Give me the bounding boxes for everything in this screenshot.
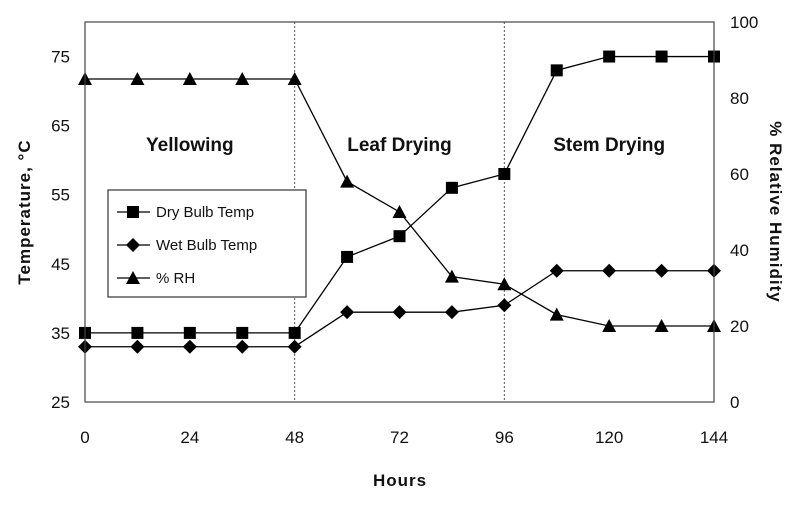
diamond-marker (126, 238, 140, 252)
x-tick-label: 72 (390, 428, 409, 447)
x-axis-title: Hours (373, 471, 427, 490)
phase-label: Stem Drying (553, 135, 665, 156)
square-marker (236, 326, 249, 339)
square-marker (127, 206, 139, 218)
y-left-tick-label: 55 (51, 186, 70, 205)
phase-label: Leaf Drying (347, 135, 452, 156)
triangle-marker (130, 72, 145, 85)
square-marker (445, 181, 458, 194)
legend-label: % RH (156, 270, 195, 287)
x-tick-label: 120 (595, 428, 623, 447)
square-marker (288, 326, 301, 339)
legend-item: Dry Bulb Temp (117, 204, 254, 221)
legend: Dry Bulb Temp Wet Bulb Temp % RH (107, 189, 307, 298)
y-right-tick-label: 80 (730, 89, 749, 108)
diamond-marker (444, 305, 459, 320)
series-dry-bulb-temp (79, 50, 720, 339)
y-axis-left-title: Temperature, °C (15, 139, 34, 284)
legend-item: % RH (117, 270, 195, 287)
y-left-tick-label: 35 (51, 324, 70, 343)
square-marker (603, 50, 616, 63)
diamond-marker (549, 263, 564, 278)
x-tick-label: 24 (180, 428, 199, 447)
diamond-marker (602, 263, 617, 278)
square-marker (550, 64, 563, 77)
y-right-tick-label: 40 (730, 241, 749, 260)
y-right-tick-label: 20 (730, 317, 749, 336)
square-marker (655, 50, 668, 63)
legend-label: Wet Bulb Temp (156, 237, 257, 254)
diamond-marker (182, 339, 197, 354)
x-tick-label: 96 (495, 428, 514, 447)
diamond-marker (287, 339, 302, 354)
x-tick-label: 48 (285, 428, 304, 447)
y-right-tick-label: 60 (730, 165, 749, 184)
triangle-marker (126, 271, 140, 284)
triangle-marker (602, 319, 617, 332)
triangle-marker (444, 269, 459, 283)
phase-label: Yellowing (146, 135, 234, 156)
y-right-tick-label: 0 (730, 393, 739, 412)
y-axis-right-title: % Relative Humidity (766, 121, 785, 303)
square-marker (393, 230, 406, 243)
x-tick-label: 144 (700, 428, 728, 447)
triangle-marker (182, 72, 197, 85)
diamond-marker (235, 339, 250, 354)
triangle-marker (654, 319, 669, 332)
x-tick-label: 0 (80, 428, 89, 447)
square-marker (498, 168, 511, 180)
square-marker (341, 250, 354, 263)
square-marker (131, 326, 144, 339)
legend-label: Dry Bulb Temp (156, 204, 254, 221)
y-right-tick-label: 100 (730, 13, 758, 32)
triangle-marker (392, 205, 407, 218)
diamond-marker (654, 263, 669, 278)
y-left-tick-label: 25 (51, 393, 70, 412)
diamond-marker (340, 305, 355, 320)
y-left-tick-label: 75 (51, 48, 70, 67)
series-wet-bulb-temp (78, 263, 721, 354)
diamond-marker (497, 298, 512, 313)
diamond-marker (130, 339, 145, 354)
legend-item: Wet Bulb Temp (117, 237, 257, 254)
plot-frame (84, 21, 715, 403)
triangle-marker (287, 72, 302, 85)
y-left-tick-label: 45 (51, 255, 70, 274)
triangle-marker (497, 277, 512, 291)
triangle-marker (235, 72, 250, 85)
triangle-marker (549, 307, 564, 321)
diamond-marker (392, 305, 407, 320)
triangle-marker (340, 174, 355, 188)
square-marker (183, 326, 196, 339)
y-left-tick-label: 65 (51, 117, 70, 136)
legend-box (107, 189, 307, 298)
